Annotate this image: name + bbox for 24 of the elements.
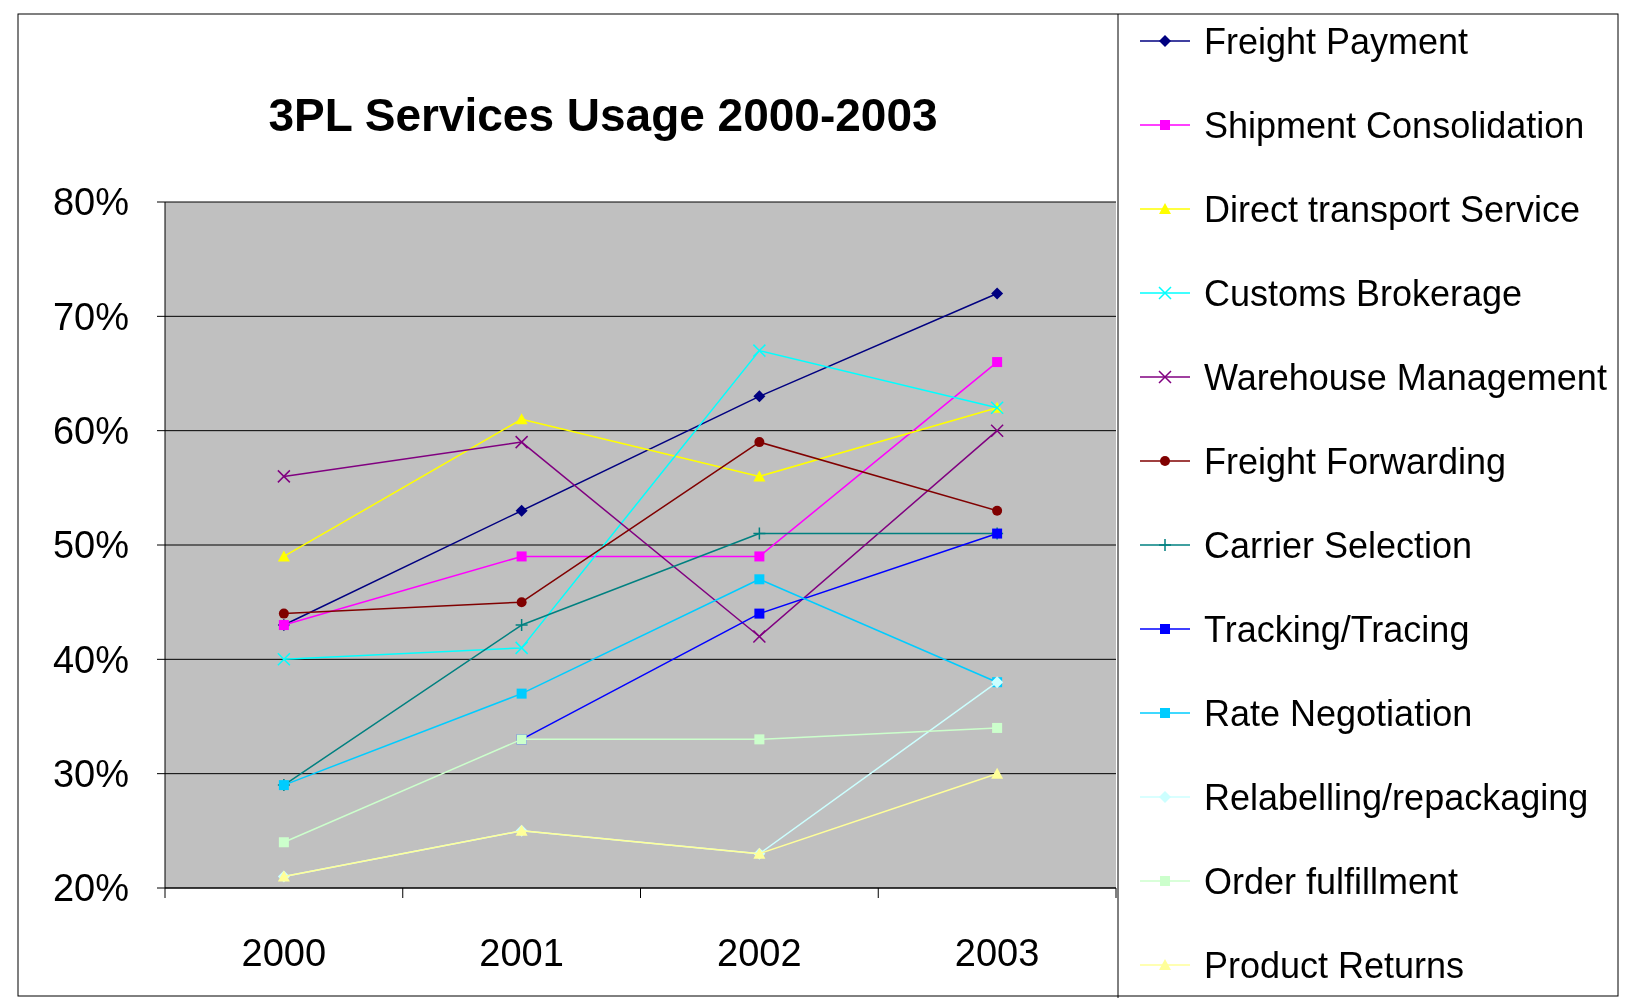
- legend-label: Tracking/Tracing: [1204, 608, 1470, 650]
- legend-label: Relabelling/repackaging: [1204, 776, 1589, 818]
- legend-label: Customs Brokerage: [1204, 272, 1523, 314]
- legend-label: Warehouse Management: [1204, 356, 1607, 398]
- legend-label: Rate Negotiation: [1204, 692, 1473, 734]
- x-tick-label: 2003: [954, 932, 1040, 974]
- y-tick-label: 40%: [52, 638, 129, 681]
- y-tick-label: 60%: [52, 409, 129, 452]
- legend-label: Shipment Consolidation: [1204, 104, 1585, 146]
- y-tick-label: 70%: [52, 295, 129, 338]
- legend-label: Order fulfillment: [1204, 860, 1459, 902]
- legend-label: Freight Forwarding: [1204, 440, 1507, 482]
- y-tick-label: 30%: [52, 752, 129, 795]
- legend-label: Freight Payment: [1204, 20, 1469, 62]
- y-tick-label: 50%: [52, 524, 129, 567]
- x-tick-label: 2001: [479, 932, 564, 974]
- legend-label: Product Returns: [1204, 944, 1465, 986]
- y-tick-label: 80%: [52, 181, 129, 224]
- chart-title: 3PL Services Usage 2000-2003: [268, 89, 938, 141]
- legend-label: Carrier Selection: [1204, 524, 1473, 566]
- legend-label: Direct transport Service: [1204, 188, 1581, 230]
- y-tick-label: 20%: [52, 867, 129, 910]
- x-tick-label: 2000: [241, 932, 327, 974]
- x-tick-label: 2002: [717, 932, 802, 974]
